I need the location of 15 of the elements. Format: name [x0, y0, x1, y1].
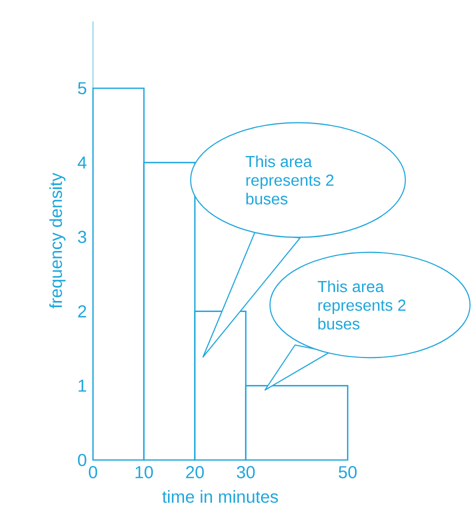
x-axis-title: time in minutes [162, 490, 278, 503]
annotation: This area represents 2 buses [246, 155, 334, 205]
x-tick-label: 50 [338, 466, 357, 478]
y-tick-label: 1 [78, 380, 86, 392]
x-tick-label: 0 [88, 466, 98, 478]
y-tick-label: 3 [78, 230, 86, 244]
y-axis-title: frequency density [49, 172, 66, 308]
annotation: This area represents 2 buses [318, 280, 406, 330]
y-tick-label: 2 [78, 305, 86, 318]
y-tick-label: 0 [78, 454, 86, 466]
y-tick-label: 4 [78, 156, 86, 169]
x-tick-label: 30 [236, 466, 255, 478]
x-tick-label: 10 [136, 466, 153, 478]
y-tick-label: 5 [78, 82, 86, 94]
x-tick-label: 20 [186, 466, 204, 478]
